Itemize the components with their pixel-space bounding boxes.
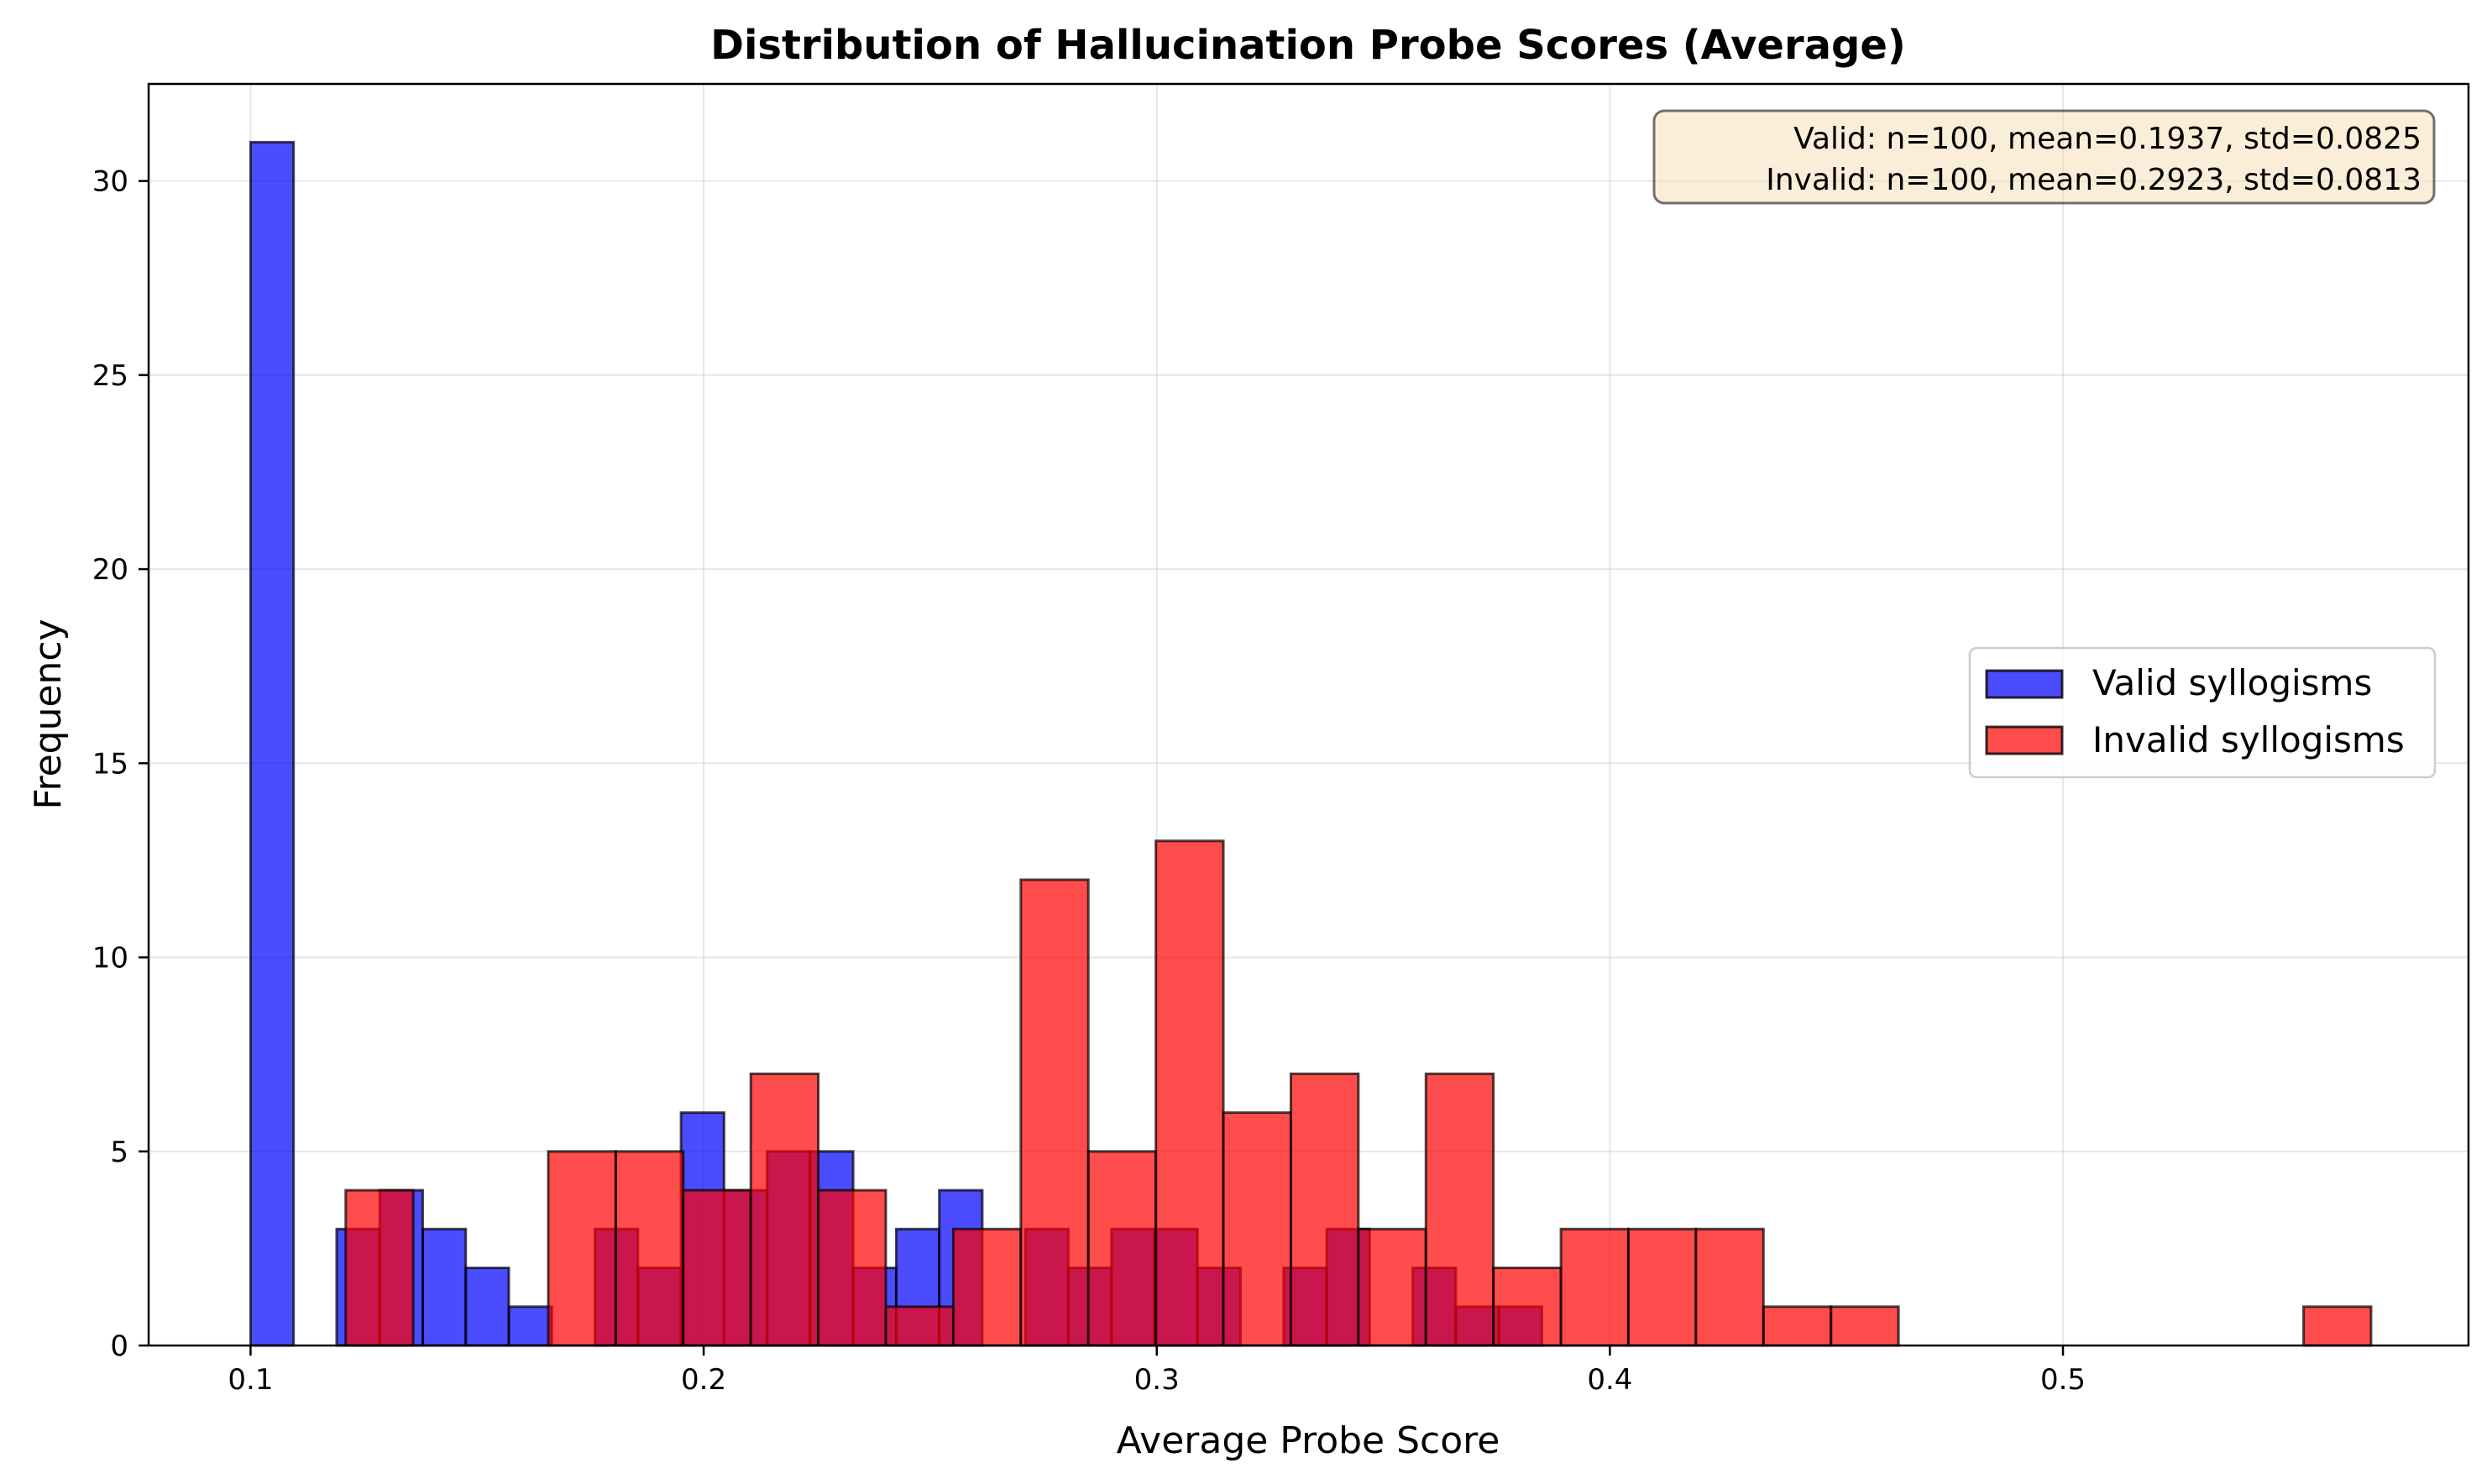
stats-box-frame bbox=[1652, 109, 2436, 205]
invalid-bar bbox=[2302, 1305, 2373, 1347]
invalid-bar bbox=[1086, 1150, 1158, 1347]
invalid-bar bbox=[817, 1189, 887, 1347]
invalid-bar bbox=[344, 1189, 415, 1347]
x-tick-label: 0.4 bbox=[1587, 1363, 1632, 1397]
x-tick-label: 0.1 bbox=[228, 1363, 273, 1397]
invalid-bar bbox=[749, 1072, 820, 1347]
invalid-bar bbox=[1289, 1072, 1360, 1347]
invalid-bar bbox=[884, 1305, 955, 1347]
legend-swatch-invalid bbox=[1985, 725, 2064, 755]
invalid-bar bbox=[951, 1227, 1023, 1347]
invalid-bar bbox=[547, 1150, 617, 1347]
valid-bar bbox=[249, 140, 296, 1347]
chart-title: Distribution of Hallucination Probe Scor… bbox=[710, 22, 1906, 69]
y-tick-label: 10 bbox=[92, 942, 128, 975]
invalid-bar bbox=[1830, 1305, 1900, 1347]
y-tick-label: 20 bbox=[92, 553, 128, 587]
legend-swatch-valid bbox=[1985, 669, 2064, 699]
y-tick-label: 0 bbox=[110, 1330, 128, 1363]
invalid-bar bbox=[1019, 878, 1090, 1347]
invalid-bar bbox=[1559, 1227, 1630, 1347]
invalid-bar bbox=[1762, 1305, 1833, 1347]
invalid-bar bbox=[1154, 839, 1225, 1347]
y-axis-ticks: 0 5 10 15 20 25 30 bbox=[92, 165, 149, 1363]
invalid-bar bbox=[1222, 1111, 1292, 1347]
invalid-bar bbox=[1357, 1227, 1427, 1347]
invalid-bar bbox=[1694, 1227, 1765, 1347]
invalid-bar bbox=[1424, 1072, 1495, 1347]
invalid-bar bbox=[1492, 1267, 1563, 1347]
y-tick-label: 5 bbox=[110, 1136, 128, 1169]
invalid-bar bbox=[682, 1189, 752, 1347]
legend-label-valid: Valid syllogisms bbox=[2092, 662, 2372, 703]
valid-bar bbox=[464, 1267, 510, 1347]
y-tick-label: 15 bbox=[92, 747, 128, 781]
legend: Valid syllogisms Invalid syllogisms bbox=[1968, 646, 2437, 779]
valid-bar bbox=[421, 1227, 468, 1347]
stats-box: Valid: n=100, mean=0.1937, std=0.0825 In… bbox=[1652, 109, 2436, 205]
x-axis-label: Average Probe Score bbox=[1117, 1419, 1500, 1462]
x-tick-label: 0.3 bbox=[1134, 1363, 1180, 1397]
y-tick-label: 25 bbox=[92, 359, 128, 393]
invalid-series-bars bbox=[344, 839, 2373, 1347]
grid bbox=[149, 84, 2468, 1346]
y-axis-label: Frequency bbox=[27, 619, 70, 809]
valid-bar bbox=[507, 1305, 553, 1347]
plot-frame bbox=[147, 82, 2470, 1347]
invalid-bar bbox=[1626, 1227, 1698, 1347]
x-tick-label: 0.2 bbox=[681, 1363, 726, 1397]
x-axis-ticks: 0.1 0.2 0.3 0.4 0.5 bbox=[228, 1346, 2086, 1397]
x-tick-label: 0.5 bbox=[2040, 1363, 2086, 1397]
stats-line-invalid: Invalid: n=100, mean=0.2923, std=0.0813 bbox=[1766, 163, 2421, 197]
stats-line-valid: Valid: n=100, mean=0.1937, std=0.0825 bbox=[1793, 122, 2421, 156]
invalid-bar bbox=[614, 1150, 685, 1347]
legend-label-invalid: Invalid syllogisms bbox=[2092, 719, 2405, 760]
legend-frame bbox=[1968, 646, 2437, 779]
y-tick-label: 30 bbox=[92, 165, 128, 199]
